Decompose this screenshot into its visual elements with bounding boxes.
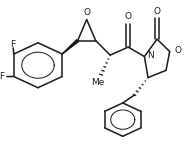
Text: O: O — [154, 7, 161, 16]
Text: N: N — [147, 51, 154, 60]
Text: F: F — [0, 72, 5, 81]
Text: F: F — [10, 40, 15, 49]
Text: O: O — [125, 12, 132, 21]
Text: Me: Me — [91, 78, 104, 87]
Polygon shape — [62, 40, 79, 54]
Text: O: O — [174, 46, 181, 55]
Text: O: O — [83, 8, 90, 17]
